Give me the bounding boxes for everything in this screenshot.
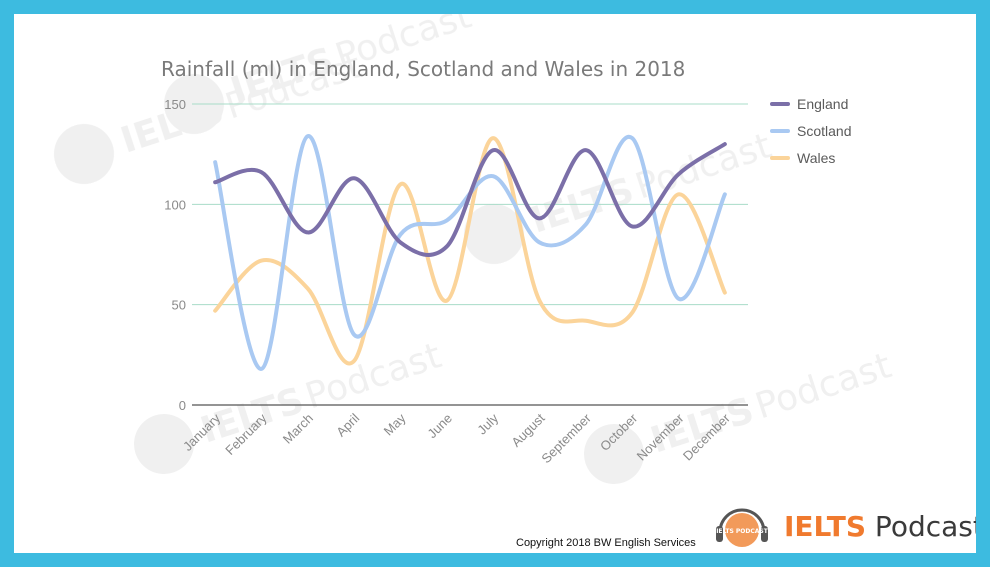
legend-label-scotland: Scotland bbox=[797, 123, 851, 139]
y-axis-ticks: 0 50 100 150 bbox=[164, 97, 186, 413]
watermark-word2: Podcast bbox=[630, 125, 776, 207]
legend: England Scotland Wales bbox=[770, 96, 851, 166]
chart-card: IELTS Podcast IELTS Podcast IELTS Podcast IELT… bbox=[14, 14, 976, 553]
y-tick-label: 100 bbox=[164, 197, 186, 212]
x-tick-label: August bbox=[508, 410, 547, 449]
x-tick-label: July bbox=[474, 410, 501, 437]
rainfall-line-chart: IELTSPodcastIELTSPodcastIELTSPodcastIELT… bbox=[54, 14, 976, 549]
watermark-badge bbox=[134, 414, 194, 474]
y-tick-label: 0 bbox=[179, 398, 186, 413]
brand-name: IELTS Podcast bbox=[784, 510, 976, 543]
watermark-badge bbox=[584, 424, 644, 484]
headphones-icon bbox=[716, 508, 768, 542]
y-tick-label: 50 bbox=[172, 298, 186, 313]
series-line-england bbox=[213, 142, 727, 257]
copyright-text: Copyright 2018 BW English Services bbox=[516, 537, 696, 549]
podcast-badge-label: IELTS PODCAST bbox=[716, 528, 769, 535]
ielts-podcast-logo: IELTS PODCAST IELTS Podcast bbox=[716, 508, 976, 547]
x-tick-label: April bbox=[333, 410, 362, 439]
watermark-word2: Podcast bbox=[750, 345, 896, 427]
x-tick-label: June bbox=[424, 411, 455, 442]
watermark-badge bbox=[54, 124, 114, 184]
series-lines bbox=[213, 134, 727, 371]
brand-name-bold: IELTS bbox=[784, 510, 866, 543]
y-tick-label: 150 bbox=[164, 97, 186, 112]
watermark-group: IELTSPodcastIELTSPodcastIELTSPodcastIELT… bbox=[54, 14, 896, 484]
x-tick-label: May bbox=[381, 410, 409, 438]
chart-title: Rainfall (ml) in England, Scotland and W… bbox=[161, 57, 685, 81]
watermark-badge bbox=[464, 204, 524, 264]
legend-label-wales: Wales bbox=[797, 150, 835, 166]
legend-label-england: England bbox=[797, 96, 848, 112]
series-line-wales bbox=[213, 136, 727, 366]
brand-name-rest: Podcast bbox=[866, 510, 976, 543]
podcast-badge bbox=[725, 513, 759, 547]
series-line-scotland bbox=[213, 134, 727, 371]
